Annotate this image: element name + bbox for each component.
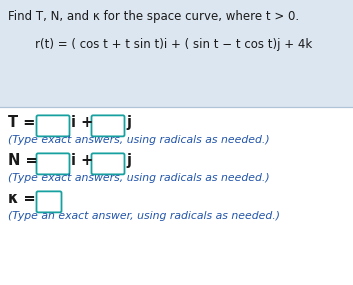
Text: (Type exact answers, using radicals as needed.): (Type exact answers, using radicals as n… [8, 173, 270, 183]
Text: j: j [126, 115, 131, 130]
FancyBboxPatch shape [36, 153, 70, 174]
FancyBboxPatch shape [36, 115, 70, 137]
Text: Find T, N, and κ for the space curve, where t > 0.: Find T, N, and κ for the space curve, wh… [8, 10, 299, 23]
FancyBboxPatch shape [36, 191, 61, 212]
FancyBboxPatch shape [91, 153, 125, 174]
Text: N =: N = [8, 153, 43, 168]
FancyBboxPatch shape [91, 115, 125, 137]
Text: i +: i + [71, 115, 98, 130]
Text: κ =: κ = [8, 191, 41, 206]
Text: j: j [126, 153, 131, 168]
Text: T =: T = [8, 115, 41, 130]
Bar [0, 0, 353, 107]
Text: i +: i + [71, 153, 98, 168]
Text: (Type an exact answer, using radicals as needed.): (Type an exact answer, using radicals as… [8, 211, 280, 221]
Bar [0, 107, 353, 285]
Text: r(t) = ( cos t + t sin t)i + ( sin t − t cos t)j + 4k: r(t) = ( cos t + t sin t)i + ( sin t − t… [35, 38, 312, 51]
Text: (Type exact answers, using radicals as needed.): (Type exact answers, using radicals as n… [8, 135, 270, 145]
